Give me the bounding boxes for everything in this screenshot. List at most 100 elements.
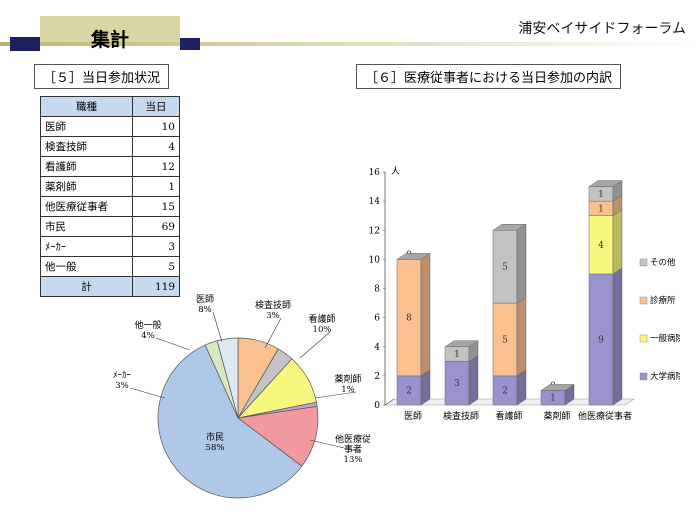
bar-data-label: 5: [502, 263, 508, 273]
pie-slice-label: 事者: [344, 443, 362, 455]
organization-name: 浦安ベイサイドフォーラム: [518, 21, 686, 37]
legend-label: 一般病院: [650, 333, 680, 344]
legend-label: 大学病院: [650, 371, 680, 382]
bar-data-label: 5: [502, 335, 508, 345]
total-label: 計: [40, 276, 133, 297]
bar-top: [588, 180, 623, 187]
total-row: 計 119: [40, 276, 180, 297]
bar-data-label: 8: [406, 314, 412, 324]
legend-swatch: [639, 372, 648, 381]
pie-slice-label: 他一般: [134, 319, 161, 331]
pie-leader-line: [264, 317, 282, 349]
occupation-cell: 他一般: [40, 256, 133, 277]
pie-slice-label: 市民: [206, 431, 224, 443]
pie-slice-label: 看護師: [308, 313, 335, 325]
pie-slice: [237, 406, 319, 467]
occupation-cell: 医師: [40, 116, 133, 137]
bar-data-label: 3: [454, 379, 460, 389]
bar-segment-front: [396, 375, 422, 406]
pie-slice-percent: 3%: [266, 311, 280, 321]
x-tick-label: 看護師: [495, 410, 522, 422]
bar-segment-side: [516, 223, 527, 304]
total-value: 119: [132, 276, 180, 297]
count-cell: 1: [132, 176, 180, 197]
y-tick-label: 8: [374, 285, 380, 295]
pie-slice-percent: 3%: [115, 381, 129, 391]
count-cell: 4: [132, 136, 180, 157]
pie-slice: [216, 337, 239, 419]
y-tick-label: 6: [374, 314, 380, 324]
bar-segment-side: [468, 354, 479, 406]
y-tick-label: 4: [374, 343, 380, 353]
pie-slice-percent: 10%: [313, 325, 332, 335]
bar-data-label: 2: [406, 386, 412, 396]
bar-top: [492, 224, 527, 231]
occupation-cell: 他医療従事者: [40, 196, 133, 217]
y-tick-label: 2: [374, 372, 380, 382]
y-tick-label: 12: [369, 226, 380, 236]
pie-leader-line: [155, 337, 191, 351]
count-cell: 15: [132, 196, 180, 217]
legend-label: 診療所: [650, 295, 676, 306]
pie-slice-label: 他医療従: [335, 433, 370, 445]
pie-slice-percent: 1%: [341, 385, 355, 395]
pie-slice-percent: 13%: [344, 455, 363, 465]
y-tick-label: 10: [369, 255, 381, 265]
count-cell: 5: [132, 256, 180, 277]
bar-data-label: 4: [598, 241, 604, 251]
bar-segment-front: [588, 215, 614, 275]
occupation-cell: 検査技師: [40, 136, 133, 157]
pie-slice-label: 検査技師: [255, 299, 291, 311]
x-tick-label: 検査技師: [443, 410, 479, 422]
count-cell: 10: [132, 116, 180, 137]
occupation-cell: 看護師: [40, 156, 133, 177]
occupation-cell: ﾒｰｶｰ: [40, 236, 133, 257]
table-row: 他一般 5: [40, 256, 180, 277]
count-cell: 3: [132, 236, 180, 257]
y-tick-label: 0: [374, 401, 380, 411]
pie-leader-line: [299, 331, 331, 359]
bar-segment-side: [612, 209, 623, 275]
count-cell: 12: [132, 156, 180, 177]
bar-top: [540, 384, 575, 391]
x-tick-label: 他医療従事者: [578, 410, 632, 422]
page-title: 集計: [90, 29, 129, 51]
bar-top: [396, 253, 431, 260]
pie-leader-line: [314, 391, 357, 399]
column-header-count: 当日: [132, 96, 180, 117]
axis-depth-line: [384, 398, 395, 406]
y-tick-label: 14: [369, 197, 381, 207]
pie-slice-percent: 58%: [206, 443, 225, 453]
pie-slice-percent: 8%: [198, 305, 212, 315]
table-row: 検査技師 4: [40, 136, 180, 157]
column-header-occupation: 職種: [40, 96, 133, 117]
y-axis-unit: 人: [391, 166, 400, 177]
y-tick-label: 16: [369, 168, 381, 178]
bar-segment-side: [516, 296, 527, 377]
occupation-cell: 市民: [40, 216, 133, 237]
pie-slice-label: 医師: [196, 293, 214, 305]
bar-data-label: 1: [598, 190, 604, 200]
occupation-cell: 薬剤師: [40, 176, 133, 197]
bar-segment-front: [492, 375, 518, 406]
bar-data-label: 1: [598, 204, 604, 214]
attendance-table: 職種 当日 医師 10 検査技師 4 看護師 12 薬剤師 1 他医療従事者 15 市民 69 ﾒｰｶｰ…: [40, 96, 180, 297]
legend-swatch: [639, 258, 648, 267]
table-row: 市民 69: [40, 216, 180, 237]
pie-leader-line: [309, 439, 362, 453]
bar-top: [444, 340, 479, 347]
section-title-attendance: ［５］当日参加状況: [34, 64, 170, 89]
pie-slice: [157, 344, 303, 499]
legend-label: その他: [650, 257, 676, 268]
table-row: 医師 10: [40, 116, 180, 137]
bar-data-label: 1: [454, 350, 460, 360]
pie-leader-line: [129, 387, 166, 399]
bar-data-label: 9: [598, 335, 604, 345]
section-title-breakdown: ［６］医療従事者における当日参加の内訳: [356, 64, 622, 89]
pie-leader-line: [212, 311, 223, 343]
bar-segment-side: [420, 252, 431, 377]
table-row: 他医療従事者 15: [40, 196, 180, 217]
x-tick-label: 薬剤師: [543, 410, 570, 422]
